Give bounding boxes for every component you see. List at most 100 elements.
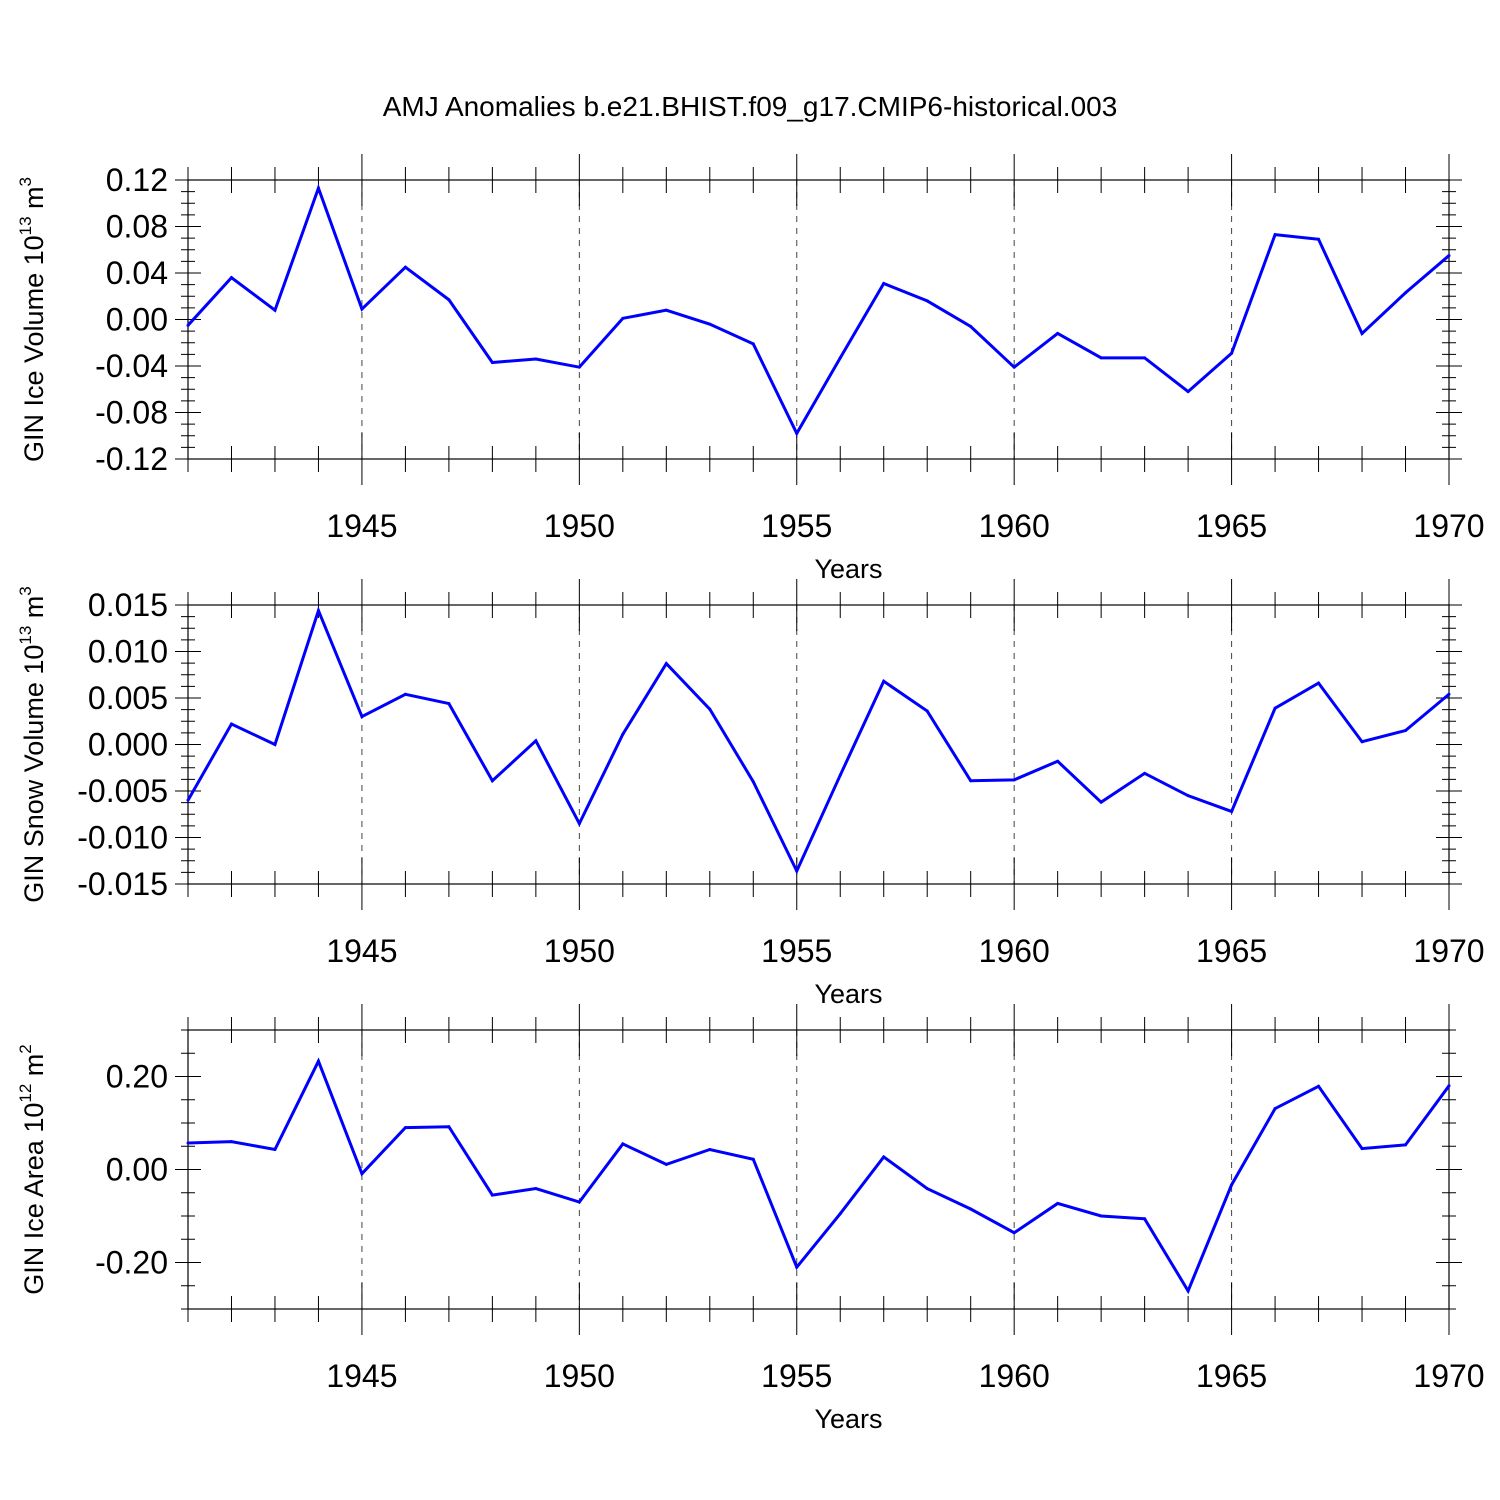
data-point [795, 869, 799, 873]
y-axis-label-main: GIN Snow Volume 10 [19, 645, 49, 903]
x-tick-label: 1960 [979, 933, 1050, 969]
y-tick-label: 0.00 [106, 1152, 168, 1188]
data-point [751, 780, 755, 784]
data-point [1230, 1183, 1234, 1187]
y-axis-label-unit-power: 3 [16, 177, 35, 186]
plot-frame [187, 604, 1450, 885]
y-tick-label: -0.12 [95, 441, 168, 477]
data-point [534, 357, 538, 361]
x-axis-label: Years [814, 1404, 882, 1434]
y-axis-label-main: GIN Ice Area 10 [19, 1103, 49, 1295]
data-point [1317, 681, 1321, 685]
data-point [1447, 1084, 1451, 1088]
data-point [1143, 771, 1147, 775]
panel-2: -0.015 -0.010 -0.005 0.000 0.005 0.010 0.015 19… [16, 579, 1485, 1009]
data-point [316, 1059, 320, 1063]
data-point [1404, 729, 1408, 733]
data-point [621, 732, 625, 736]
data-point [403, 692, 407, 696]
data-point [1099, 356, 1103, 360]
x-tick-label: 1950 [544, 508, 615, 544]
x-tick-label: 1970 [1413, 933, 1484, 969]
y-axis-label: GIN Ice Volume 1013 m3 [16, 177, 49, 462]
data-point [664, 662, 668, 666]
data-point [708, 707, 712, 711]
y-axis-label-exponent: 13 [16, 626, 35, 645]
y-axis-label-exponent: 13 [16, 216, 35, 235]
y-tick-label: -0.20 [95, 1245, 168, 1281]
data-point [1186, 794, 1190, 798]
data-point [1012, 1231, 1016, 1235]
data-point [403, 1126, 407, 1130]
data-point [534, 1187, 538, 1191]
data-point [316, 186, 320, 190]
data-point [1317, 237, 1321, 241]
data-point [1143, 356, 1147, 360]
y-tick-label: 0.005 [88, 680, 168, 716]
y-tick-label: -0.015 [77, 866, 168, 902]
data-point [1230, 809, 1234, 813]
y-tick-label: 0.010 [88, 634, 168, 670]
data-point [534, 739, 538, 743]
data-point [751, 1157, 755, 1161]
y-axis-label: GIN Snow Volume 1013 m3 [16, 586, 49, 903]
plot-frame [187, 1029, 1450, 1310]
data-point [1056, 1201, 1060, 1205]
data-point [229, 276, 233, 280]
data-point [490, 1193, 494, 1197]
x-tick-label: 1965 [1196, 1358, 1267, 1394]
x-axis-label: Years [814, 554, 882, 584]
data-point [969, 1207, 973, 1211]
data-point [1273, 1107, 1277, 1111]
y-tick-label: -0.08 [95, 395, 168, 431]
y-axis-label-unit-power: 2 [16, 1044, 35, 1053]
y-tick-label: 0.12 [106, 162, 168, 198]
y-tick-label: -0.005 [77, 773, 168, 809]
data-point [621, 1142, 625, 1146]
data-point [882, 281, 886, 285]
data-point [490, 361, 494, 365]
x-tick-label: 1945 [326, 1358, 397, 1394]
data-point [1360, 1147, 1364, 1151]
data-point [273, 1148, 277, 1152]
x-tick-label: 1955 [761, 933, 832, 969]
data-point [1447, 254, 1451, 258]
data-point [1360, 331, 1364, 335]
data-point [882, 679, 886, 683]
data-point [316, 609, 320, 613]
data-point [708, 1148, 712, 1152]
y-axis-label-main: GIN Ice Volume 10 [19, 235, 49, 462]
data-point [1273, 233, 1277, 237]
data-point [447, 702, 451, 706]
data-point [708, 322, 712, 326]
data-point [795, 1265, 799, 1269]
data-point [925, 299, 929, 303]
x-tick-label: 1955 [761, 1358, 832, 1394]
data-point [1317, 1084, 1321, 1088]
y-tick-label: 0.20 [106, 1059, 168, 1095]
x-axis-label: Years [814, 979, 882, 1009]
x-tick-label: 1945 [326, 933, 397, 969]
data-point [1012, 778, 1016, 782]
data-point [838, 356, 842, 360]
x-tick-label: 1960 [979, 1358, 1050, 1394]
data-point [882, 1155, 886, 1159]
data-point [1273, 706, 1277, 710]
data-point [447, 1125, 451, 1129]
y-tick-label: 0.04 [106, 255, 168, 291]
data-point [229, 722, 233, 726]
series-line [186, 606, 1450, 875]
data-point [621, 316, 625, 320]
data-point [360, 1172, 364, 1176]
plot-frame [187, 179, 1450, 460]
data-point [969, 324, 973, 328]
data-point [1360, 740, 1364, 744]
y-axis-label-unit: m [19, 1054, 49, 1084]
data-point [664, 1162, 668, 1166]
y-axis-label-unit: m [19, 596, 49, 626]
data-point [447, 298, 451, 302]
x-tick-label: 1960 [979, 508, 1050, 544]
data-point [838, 773, 842, 777]
data-point [1099, 1214, 1103, 1218]
